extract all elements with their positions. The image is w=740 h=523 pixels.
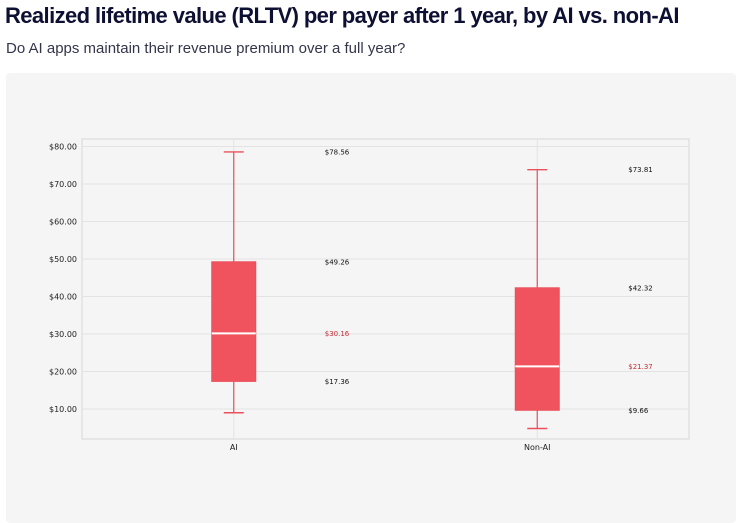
y-tick-label: $30.00 [49,330,77,339]
q1-label: $17.36 [325,378,350,386]
y-tick-label: $80.00 [49,143,77,152]
q3-label: $42.32 [628,284,653,292]
boxplot-chart: $10.00 $20.00 $30.00 $40.00 $50.00 $60.00 $70.… [49,138,690,452]
median-label: $21.37 [628,363,653,371]
chart-panel: $10.00 $20.00 $30.00 $40.00 $50.00 $60.00 $70.… [6,73,736,523]
y-tick-label: $10.00 [49,405,77,414]
y-tick-label: $40.00 [49,293,77,302]
q3-label: $49.26 [325,258,350,266]
y-tick-label: $70.00 [49,180,77,189]
median-label: $30.16 [325,330,350,338]
upper-whisker-label: $73.81 [628,166,653,174]
upper-whisker-label: $78.56 [325,148,350,156]
y-tick-label: $50.00 [49,255,77,264]
y-tick-label: $60.00 [49,218,77,227]
iqr-box [514,287,560,411]
x-tick-label: AI [230,443,238,452]
x-tick-label: Non-AI [524,443,551,452]
y-tick-label: $20.00 [49,368,77,377]
page-title: Realized lifetime value (RLTV) per payer… [5,3,679,28]
page-subtitle: Do AI apps maintain their revenue premiu… [6,40,406,57]
iqr-box [211,261,257,382]
q1-label: $9.66 [628,407,649,415]
plot-area [81,138,690,440]
